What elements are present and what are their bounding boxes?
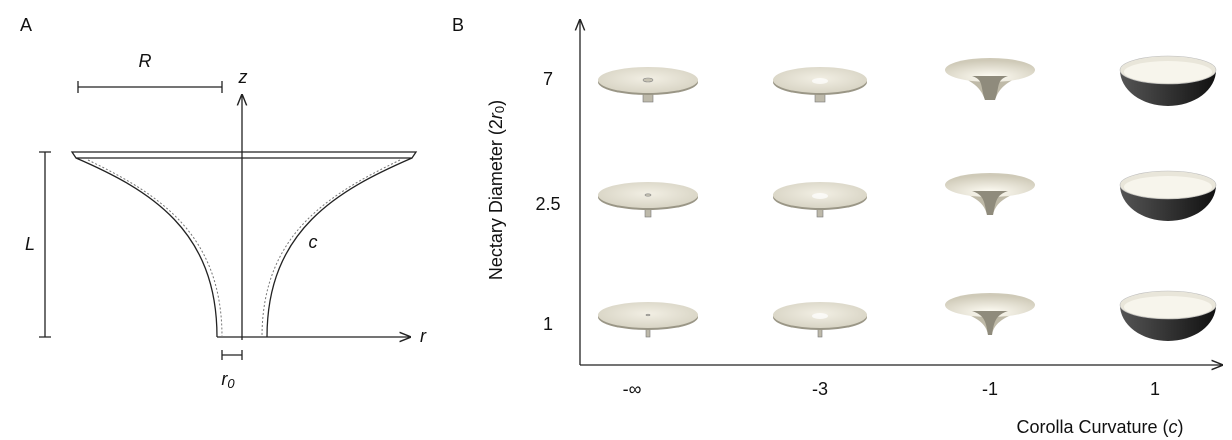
corolla-render bbox=[598, 67, 698, 102]
hole bbox=[645, 194, 651, 196]
y-level-label: 1 bbox=[543, 314, 553, 334]
corolla-render bbox=[945, 293, 1035, 335]
panel-letter: A bbox=[20, 15, 32, 35]
y-axis-title: Nectary Diameter (2r0) bbox=[486, 100, 508, 280]
label-l: L bbox=[25, 234, 35, 254]
label-r0-sub: 0 bbox=[227, 376, 235, 391]
x-level-label: 1 bbox=[1150, 379, 1160, 399]
x-title-part: ) bbox=[1178, 417, 1184, 437]
y-level-label: 2.5 bbox=[535, 194, 560, 214]
y-title-part: 0 bbox=[492, 106, 507, 113]
x-level-label: -3 bbox=[812, 379, 828, 399]
corolla-render bbox=[1120, 291, 1216, 341]
label-r-radius: R bbox=[139, 51, 152, 71]
corolla-render bbox=[1120, 56, 1216, 106]
dimple bbox=[812, 193, 828, 199]
corolla-render bbox=[773, 302, 867, 337]
bowl-inner bbox=[1124, 61, 1212, 83]
hole bbox=[643, 78, 653, 82]
hole bbox=[646, 314, 650, 316]
label-r: r bbox=[420, 326, 427, 346]
corolla-render bbox=[598, 182, 698, 217]
x-level-label: -1 bbox=[982, 379, 998, 399]
label-r0: r0 bbox=[221, 369, 235, 392]
diagram-a bbox=[39, 81, 416, 360]
corolla-render bbox=[773, 67, 867, 102]
dimple bbox=[812, 78, 828, 84]
dimple bbox=[812, 313, 828, 319]
x-title-part: Corolla Curvature ( bbox=[1016, 417, 1168, 437]
corolla-render bbox=[598, 302, 698, 337]
figure: A R z L c r r0 B Nectary Diameter (2r0) … bbox=[0, 0, 1232, 440]
corolla-render bbox=[1120, 171, 1216, 221]
y-level-label: 7 bbox=[543, 69, 553, 89]
x-axis-title: Corolla Curvature (c) bbox=[1016, 417, 1183, 437]
label-z: z bbox=[238, 67, 248, 87]
label-c: c bbox=[309, 232, 318, 252]
y-title-part: Nectary Diameter (2 bbox=[486, 119, 506, 280]
bowl-inner bbox=[1124, 296, 1212, 318]
x-level-label: -∞ bbox=[623, 379, 642, 399]
x-title-part: c bbox=[1169, 417, 1178, 437]
y-title-part: ) bbox=[486, 100, 506, 106]
corolla-render bbox=[945, 173, 1035, 215]
corolla-render bbox=[773, 182, 867, 217]
corolla-render bbox=[945, 58, 1035, 100]
bowl-inner bbox=[1124, 176, 1212, 198]
panel-letter: B bbox=[452, 15, 464, 35]
